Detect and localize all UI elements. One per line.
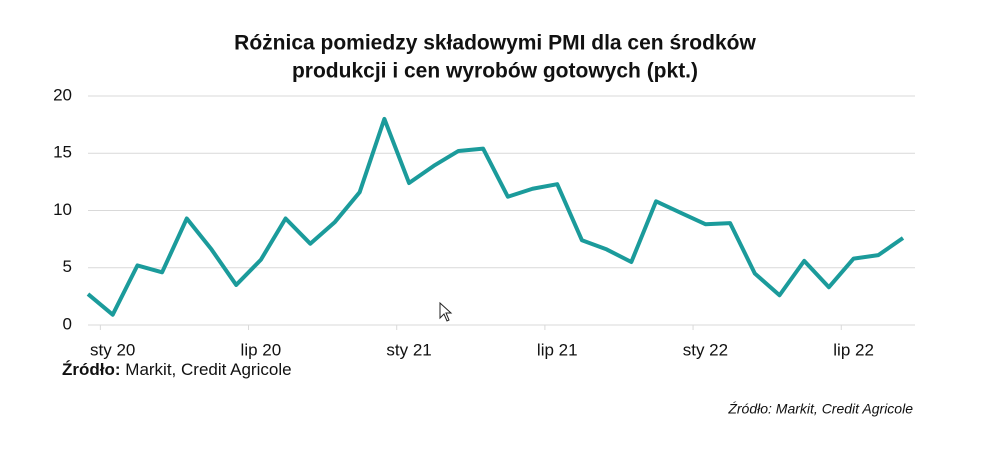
y-tick-label: 20 (53, 85, 72, 104)
x-tick-label: lip 20 (241, 340, 282, 359)
y-tick-label: 5 (63, 257, 72, 276)
chart-title: produkcji i cen wyrobów gotowych (pkt.) (292, 60, 698, 83)
x-tick-label: sty 20 (90, 340, 135, 359)
x-tick-label: lip 22 (833, 340, 874, 359)
y-tick-label: 10 (53, 200, 72, 219)
source-label: Źródło: (62, 360, 121, 379)
chart-title: Różnica pomiedzy składowymi PMI dla cen … (234, 32, 756, 55)
x-tick-label: sty 21 (386, 340, 431, 359)
source: Źródło: Markit, Credit Agricole (62, 360, 292, 379)
source-text: Markit, Credit Agricole (125, 360, 291, 379)
caption: Źródło: Markit, Credit Agricole (727, 401, 913, 417)
x-tick-label: lip 21 (537, 340, 578, 359)
y-tick-label: 0 (63, 314, 72, 333)
x-tick-label: sty 22 (683, 340, 728, 359)
cursor (439, 301, 453, 322)
y-tick-label: 15 (53, 143, 72, 162)
line-series (86, 116, 905, 317)
